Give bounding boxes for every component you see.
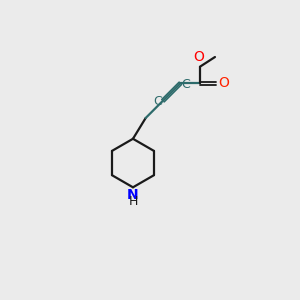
Text: H: H xyxy=(128,195,138,208)
Text: O: O xyxy=(194,50,205,64)
Text: O: O xyxy=(218,76,229,90)
Text: C: C xyxy=(182,78,190,91)
Text: N: N xyxy=(127,188,139,202)
Text: C: C xyxy=(154,94,162,108)
